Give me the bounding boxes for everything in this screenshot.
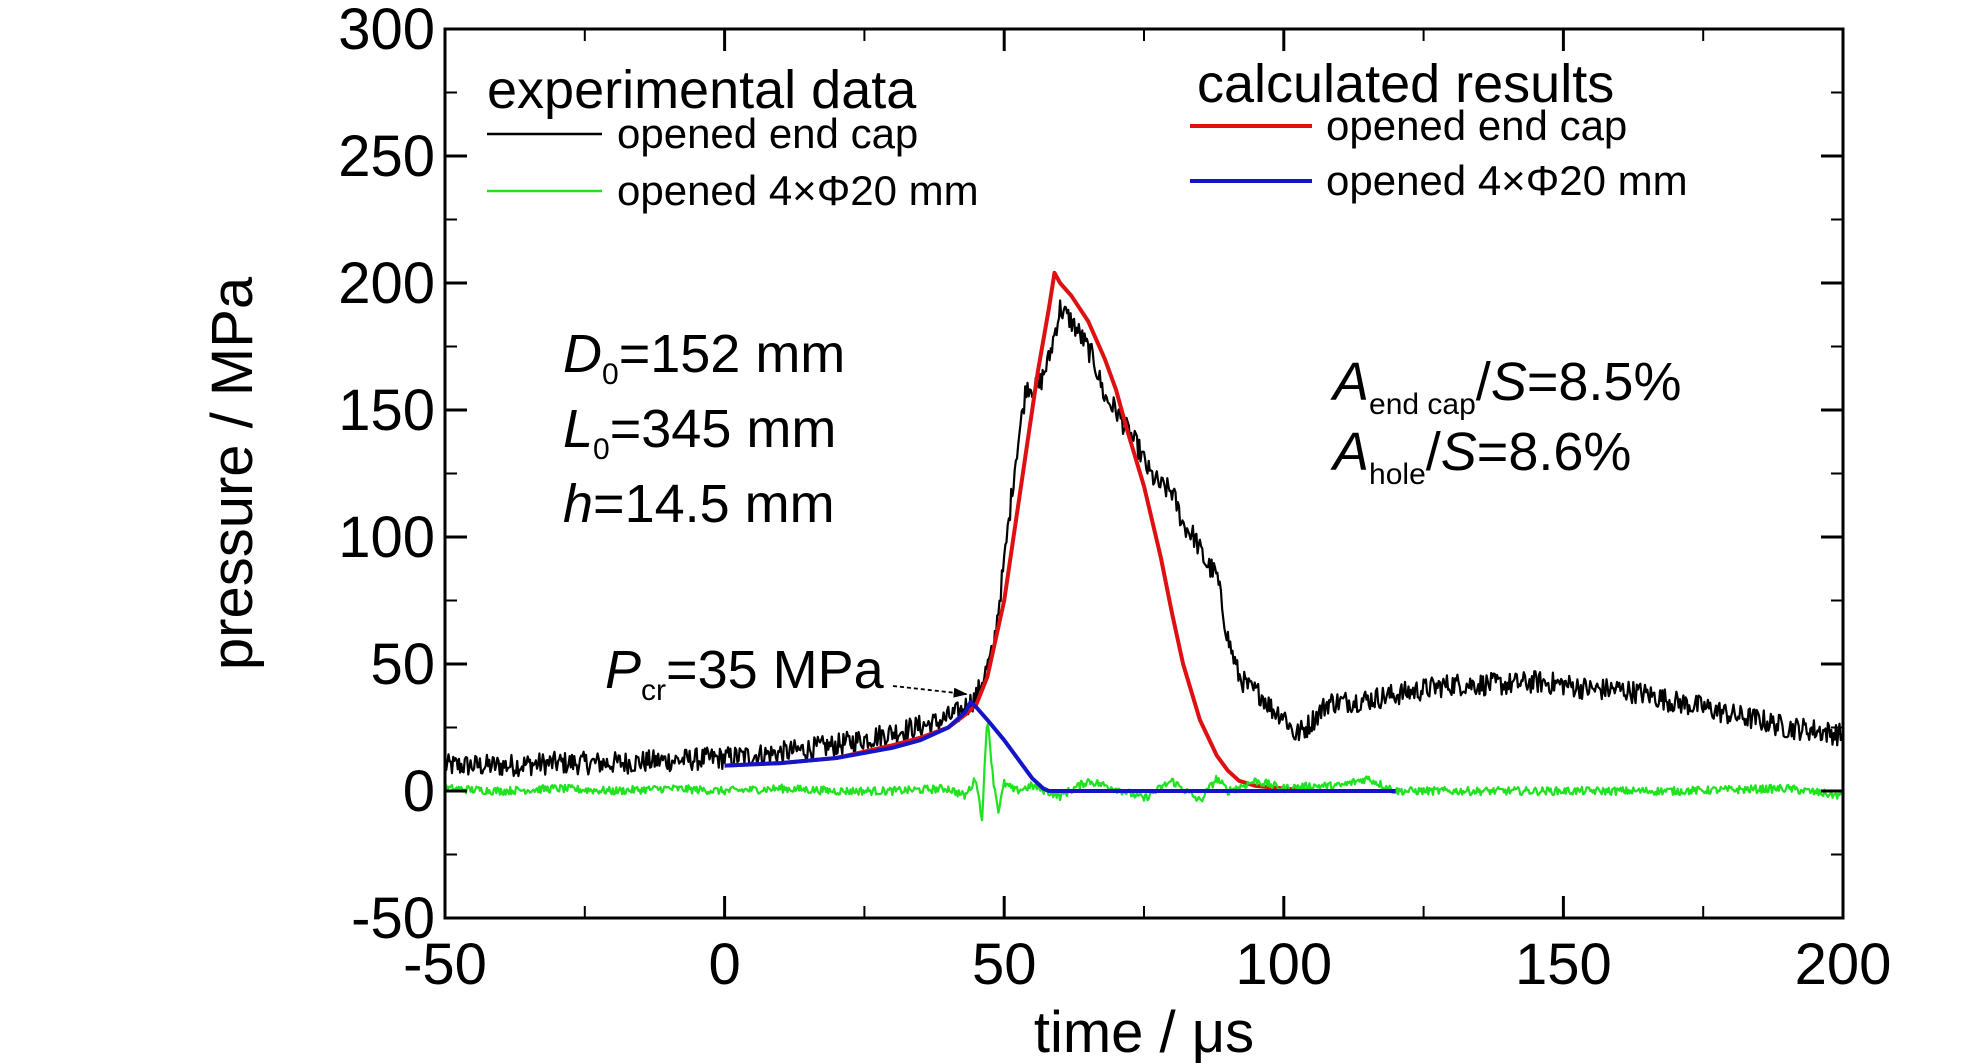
y-tick-label: 300 <box>338 0 435 62</box>
legend-entry: opened end cap <box>617 110 918 157</box>
y-tick-label: 150 <box>338 378 435 443</box>
pcr-arrow <box>892 685 968 698</box>
x-tick-label: -50 <box>403 932 487 997</box>
series-layer <box>443 270 1845 822</box>
param-left: h=14.5 mm <box>563 474 835 534</box>
x-axis: -50 0 50 100 150 200 <box>403 29 1891 997</box>
y-axis: -50 0 50 100 150 200 250 300 <box>338 0 1843 951</box>
y-tick-label: -50 <box>351 886 435 951</box>
param-left: D0=152 mm <box>563 324 845 391</box>
series-line-exp-1 <box>443 723 1845 822</box>
series-line-calc-3 <box>724 700 1396 793</box>
y-axis-title: pressure / MPa <box>200 276 265 670</box>
y-tick-label: 200 <box>338 251 435 316</box>
legend-entry: opened 4×Φ20 mm <box>617 167 979 214</box>
param-left: L0=345 mm <box>563 399 836 466</box>
param-right: Ahole/S=8.6% <box>1330 422 1631 491</box>
x-tick-label: 100 <box>1235 932 1332 997</box>
x-tick-label: 150 <box>1515 932 1612 997</box>
y-tick-label: 250 <box>338 124 435 189</box>
pcr-label: Pcr=35 MPa <box>605 640 885 707</box>
x-axis-title: time / μs <box>1034 1000 1254 1063</box>
param-right: Aend cap/S=8.5% <box>1330 352 1681 421</box>
y-tick-label: 100 <box>338 505 435 570</box>
critical-pressure-annotation: Pcr=35 MPa <box>605 640 968 707</box>
y-tick-label: 50 <box>370 632 435 697</box>
legend-heading: experimental data <box>487 60 917 120</box>
series-line-exp-0 <box>443 299 1845 778</box>
y-tick-label: 0 <box>403 759 435 824</box>
parameter-annotations: D0=152 mm L0=345 mm h=14.5 mm Aend cap/S=8.… <box>563 324 1681 534</box>
legend-entry: opened end cap <box>1326 102 1627 149</box>
x-tick-label: 0 <box>708 932 740 997</box>
x-tick-label: 50 <box>972 932 1037 997</box>
legend-entry: opened 4×Φ20 mm <box>1326 157 1688 204</box>
legend-heading: calculated results <box>1197 54 1614 114</box>
x-tick-label: 200 <box>1795 932 1892 997</box>
